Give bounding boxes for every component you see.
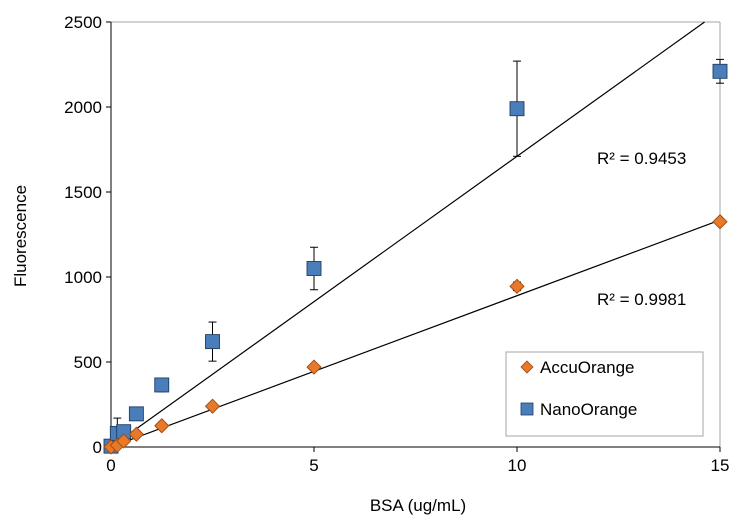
point-accuorange	[712, 214, 728, 230]
legend-label-nanoorange: NanoOrange	[540, 400, 637, 419]
legend-marker-accuorange	[520, 360, 534, 374]
y-tick-label: 500	[74, 353, 102, 372]
point-nanoorange	[306, 261, 322, 276]
y-tick-label: 2000	[64, 98, 102, 117]
legend-label-accuorange: AccuOrange	[540, 358, 635, 377]
r2-label-nanoorange: R² = 0.9453	[597, 149, 686, 168]
y-tick-label: 1000	[64, 268, 102, 287]
point-nanoorange	[509, 101, 525, 117]
point-nanoorange	[712, 63, 728, 79]
point-nanoorange	[205, 334, 220, 350]
point-nanoorange	[128, 406, 144, 422]
x-axis-title: BSA (ug/mL)	[370, 496, 466, 515]
trendline-nanoorange	[110, 21, 705, 448]
ticks: 0 500 1000 1500 2000 2500 0 5 10 15	[64, 13, 729, 475]
legend-marker-nanoorange	[520, 402, 534, 416]
x-tick-label: 0	[106, 456, 115, 475]
point-accuorange	[128, 426, 145, 442]
x-tick-label: 10	[508, 456, 527, 475]
point-accuorange	[306, 359, 322, 375]
point-accuorange	[154, 418, 170, 434]
legend: AccuOrange NanoOrange	[505, 351, 704, 437]
y-tick-label: 0	[93, 438, 102, 457]
point-accuorange	[116, 433, 132, 449]
y-tick-label: 2500	[64, 13, 102, 32]
point-nanoorange	[154, 377, 170, 393]
y-axis-title: Fluorescence	[11, 185, 30, 287]
y-tick-label: 1500	[64, 183, 102, 202]
r2-label-accuorange: R² = 0.9981	[597, 290, 686, 309]
x-tick-label: 5	[309, 456, 318, 475]
x-tick-label: 15	[711, 456, 730, 475]
legend-box	[505, 351, 704, 437]
point-accuorange	[509, 278, 525, 294]
data-points	[103, 63, 728, 455]
axes	[110, 21, 721, 448]
point-accuorange	[204, 398, 221, 414]
